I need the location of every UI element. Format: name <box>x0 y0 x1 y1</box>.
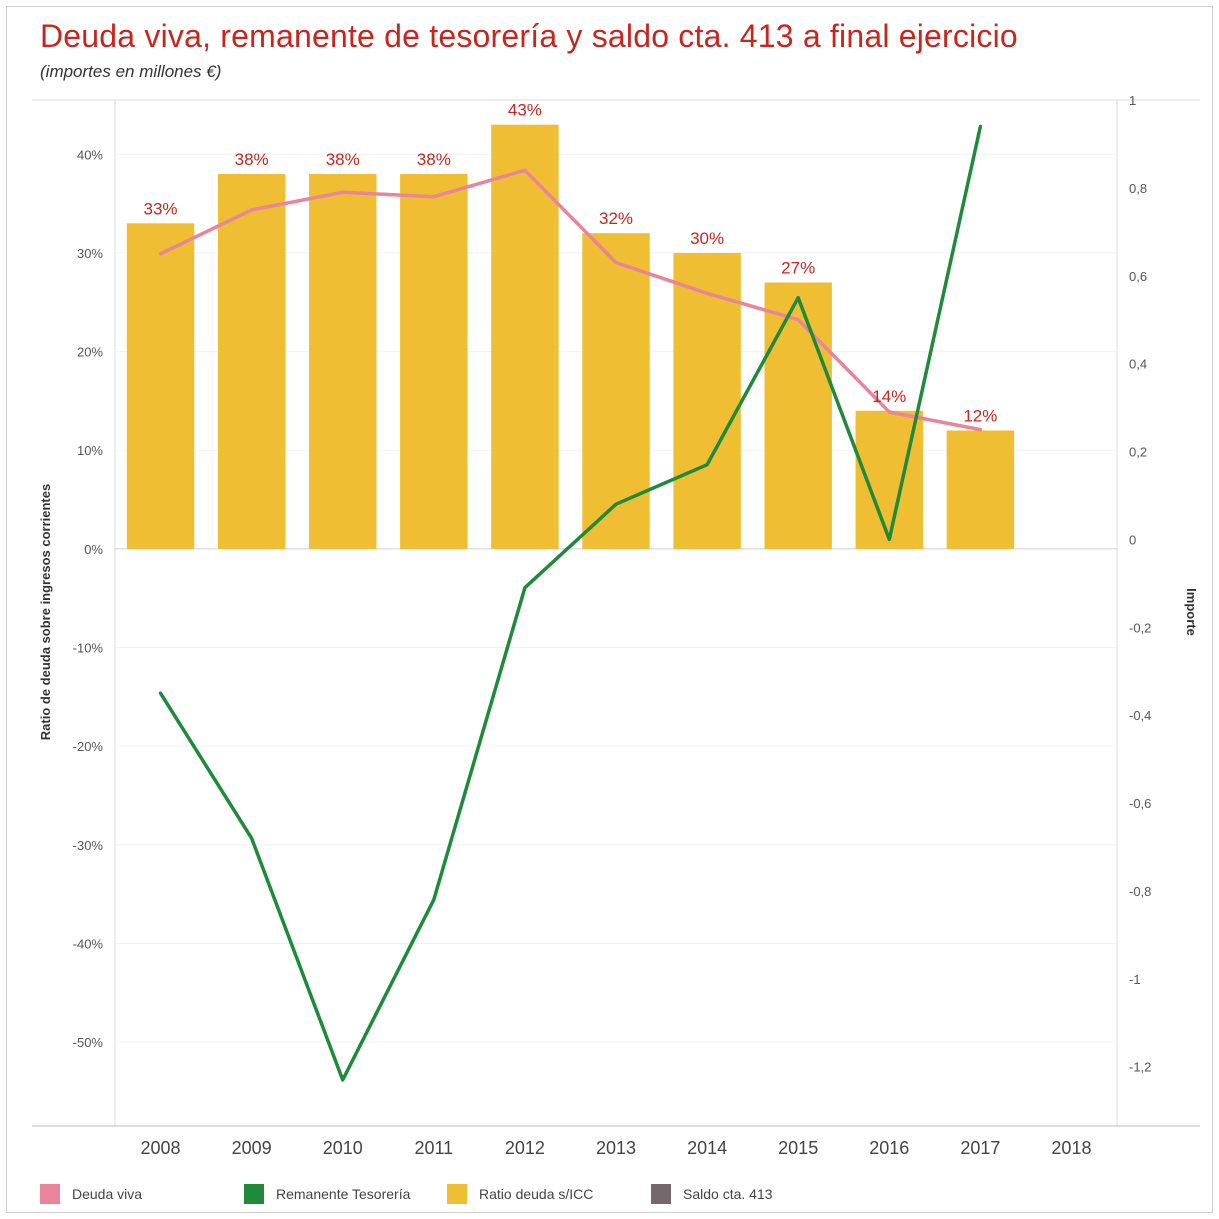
bar-data-label: 43% <box>508 101 542 120</box>
chart-frame <box>6 6 1213 1213</box>
y-left-tick-label: -40% <box>73 936 104 951</box>
legend-label: Ratio deuda s/ICC <box>479 1186 594 1202</box>
y-right-tick-label: -1,2 <box>1129 1060 1151 1075</box>
x-tick-label: 2014 <box>687 1138 727 1158</box>
y-right-axis-label: Importe <box>1184 588 1199 636</box>
y-right-tick-label: 0,8 <box>1129 181 1147 196</box>
bar <box>582 233 650 549</box>
bar <box>217 173 286 549</box>
legend-label: Deuda viva <box>72 1186 143 1202</box>
y-right-tick-label: -1 <box>1129 972 1141 987</box>
y-right-tick-label: 0,2 <box>1129 445 1147 460</box>
bar-data-label: 32% <box>599 209 633 228</box>
bar-data-label: 38% <box>235 150 269 169</box>
y-right-tick-label: 1 <box>1129 93 1136 108</box>
bar <box>309 173 377 549</box>
legend-item-deuda-viva[interactable]: Deuda viva <box>40 1181 142 1207</box>
bar-data-label: 12% <box>963 406 997 425</box>
bar-data-label: 33% <box>144 199 178 218</box>
y-left-tick-label: -50% <box>73 1035 104 1050</box>
x-tick-label: 2013 <box>596 1138 636 1158</box>
y-right-tick-label: -0,4 <box>1129 708 1151 723</box>
remanente-tesoreria-line <box>158 124 983 1082</box>
legend-swatch <box>447 1184 467 1204</box>
x-tick-label: 2017 <box>960 1138 1000 1158</box>
y-right-tick-label: -0,2 <box>1129 620 1151 635</box>
y-left-tick-label: -10% <box>73 641 104 656</box>
deuda-viva-line <box>158 168 983 432</box>
y-left-tick-label: 10% <box>77 443 103 458</box>
y-right-tick-label: -0,6 <box>1129 796 1151 811</box>
legend-label: Saldo cta. 413 <box>683 1186 773 1202</box>
x-tick-label: 2009 <box>232 1138 272 1158</box>
x-tick-label: 2011 <box>414 1138 453 1158</box>
bar-data-label: 27% <box>781 259 815 278</box>
bar <box>400 173 468 549</box>
bar-data-label: 38% <box>326 150 360 169</box>
chart-subtitle: (importes en millones €) <box>40 62 222 81</box>
bar <box>491 124 559 549</box>
bar-data-label: 30% <box>690 229 724 248</box>
y-left-tick-label: 40% <box>77 147 103 162</box>
bar-data-label: 14% <box>872 387 906 406</box>
bar <box>126 223 195 549</box>
legend-swatch <box>244 1184 264 1204</box>
y-left-axis-label: Ratio de deuda sobre ingresos corrientes <box>38 484 53 740</box>
legend-swatch <box>40 1184 60 1204</box>
y-right-tick-label: 0 <box>1129 532 1136 547</box>
y-right-tick-label: 0,4 <box>1129 357 1147 372</box>
bar <box>673 252 741 549</box>
legend-item-ratio-deuda[interactable]: Ratio deuda s/ICC <box>447 1181 593 1207</box>
legend-item-saldo-cta-413[interactable]: Saldo cta. 413 <box>651 1181 773 1207</box>
bar-data-label: 38% <box>417 150 451 169</box>
y-left-tick-label: -20% <box>73 739 104 754</box>
y-left-tick-label: -30% <box>73 838 104 853</box>
y-left-tick-label: 20% <box>77 345 103 360</box>
bar <box>946 430 1015 549</box>
bar <box>764 282 832 549</box>
x-tick-label: 2010 <box>323 1138 363 1158</box>
y-left-tick-label: 0% <box>84 542 103 557</box>
legend-item-remanente-tesoreria[interactable]: Remanente Tesorería <box>244 1181 410 1207</box>
y-left-tick-label: 30% <box>77 246 103 261</box>
x-tick-label: 2016 <box>869 1138 909 1158</box>
y-right-tick-label: -0,8 <box>1129 884 1151 899</box>
x-tick-label: 2008 <box>141 1138 181 1158</box>
x-tick-label: 2012 <box>505 1138 545 1158</box>
legend-swatch <box>651 1184 671 1204</box>
x-tick-label: 2018 <box>1051 1138 1091 1158</box>
chart-title: Deuda viva, remanente de tesorería y sal… <box>40 18 1018 54</box>
x-tick-label: 2015 <box>778 1138 818 1158</box>
legend-label: Remanente Tesorería <box>276 1186 411 1202</box>
y-right-tick-label: 0,6 <box>1129 269 1147 284</box>
